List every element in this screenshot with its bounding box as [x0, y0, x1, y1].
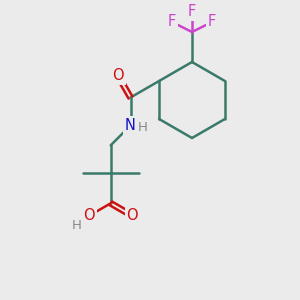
Text: O: O	[127, 208, 138, 223]
Text: F: F	[168, 14, 176, 29]
Text: O: O	[112, 68, 124, 83]
Text: F: F	[188, 4, 196, 20]
Text: O: O	[83, 208, 95, 223]
Text: H: H	[72, 219, 82, 232]
Text: N: N	[125, 118, 136, 133]
Text: H: H	[138, 121, 147, 134]
Text: F: F	[208, 14, 216, 29]
